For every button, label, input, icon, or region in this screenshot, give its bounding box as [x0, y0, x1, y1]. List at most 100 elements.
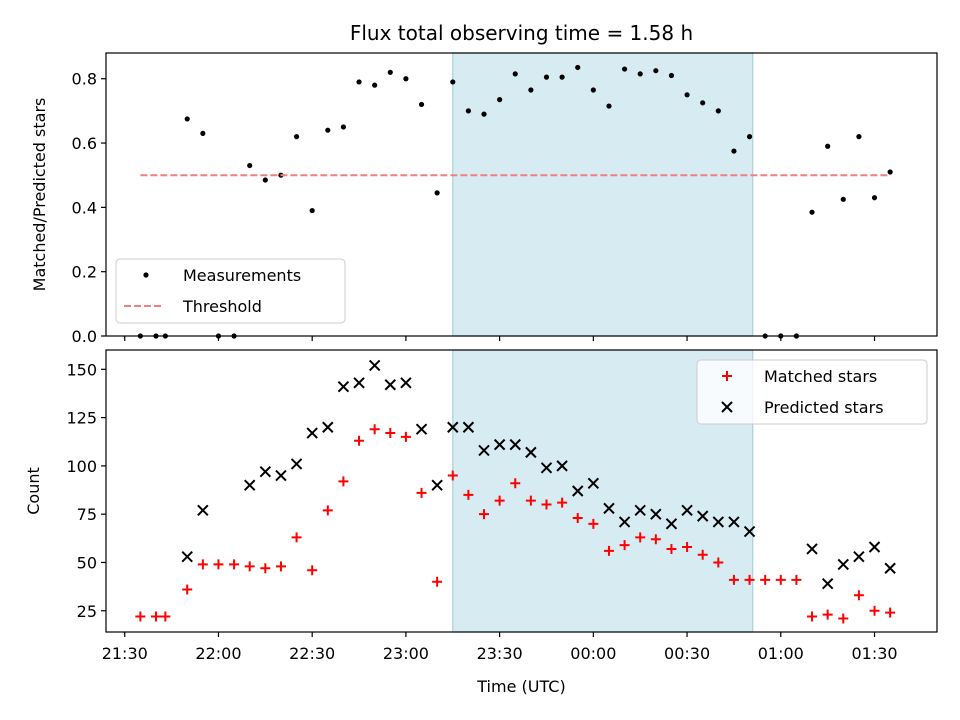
measurements-point-14: [356, 79, 362, 85]
ytick-label-top-4: 0.8: [72, 70, 97, 89]
measurements-point-3: [184, 116, 190, 122]
matched-stars-point-14: [354, 435, 365, 446]
matched-stars-point-5: [213, 559, 224, 570]
predicted-stars-point-33: [728, 516, 740, 528]
matched-stars-point-23: [494, 495, 505, 506]
measurements-point-15: [372, 82, 378, 88]
matched-stars-point-27: [557, 497, 568, 508]
matched-stars-point-25: [525, 495, 536, 506]
predicted-stars-point-21: [540, 462, 553, 474]
matched-stars-point-0: [135, 611, 146, 622]
matched-stars-point-22: [479, 509, 490, 520]
matched-stars-point-39: [744, 574, 755, 585]
measurements-point-48: [887, 169, 893, 175]
predicted-stars-point-27: [634, 504, 646, 517]
matched-stars-point-12: [322, 505, 333, 516]
measurements-point-46: [856, 134, 862, 140]
matched-stars-point-21: [463, 489, 474, 500]
measurements-point-7: [247, 162, 253, 169]
ylabel-bottom: Count: [24, 467, 43, 515]
measurements-point-45: [840, 196, 846, 202]
ytick-label-bottom-2: 75: [77, 505, 97, 524]
predicted-stars-point-28: [650, 508, 662, 520]
predicted-stars-point-5: [290, 458, 303, 470]
measurements-point-24: [512, 71, 518, 77]
matched-stars-point-24: [510, 478, 521, 489]
predicted-stars-point-19: [509, 438, 521, 451]
matched-stars-point-6: [229, 559, 240, 570]
measurements-point-4: [200, 130, 206, 136]
measurements-point-39: [746, 134, 753, 140]
predicted-stars-point-36: [821, 578, 834, 590]
measurements-point-28: [575, 64, 581, 71]
measurements-point-38: [731, 148, 737, 154]
matched-stars-point-15: [369, 424, 380, 435]
predicted-stars-point-9: [353, 377, 365, 389]
predicted-stars-point-34: [743, 525, 756, 538]
matched-stars-point-45: [838, 613, 849, 624]
matched-stars-point-43: [807, 611, 818, 622]
matched-stars-point-40: [760, 574, 771, 585]
measurements-point-31: [621, 66, 628, 72]
measurements-point-17: [403, 76, 409, 82]
chart-title: Flux total observing time = 1.58 h: [350, 21, 693, 45]
legend-label-measurements: Measurements: [183, 266, 301, 285]
measurements-point-8: [262, 177, 268, 183]
measurements-point-47: [871, 195, 878, 201]
measurements-point-33: [653, 68, 659, 74]
predicted-stars-point-11: [384, 379, 396, 391]
predicted-stars-point-13: [415, 423, 428, 435]
predicted-stars-point-31: [696, 510, 709, 522]
legend-top: Measurements Threshold: [115, 258, 346, 324]
matched-stars-point-31: [619, 540, 630, 551]
measurements-point-18: [418, 101, 425, 108]
matched-stars-point-19: [432, 576, 443, 587]
matched-stars-point-16: [385, 428, 396, 439]
matched-stars-point-3: [182, 584, 193, 595]
measurements-point-11: [309, 207, 315, 214]
matched-stars-point-42: [791, 574, 802, 585]
predicted-stars-point-39: [868, 541, 881, 553]
measurements-point-29: [590, 87, 596, 93]
measurements-point-19: [434, 190, 440, 196]
matched-stars-point-9: [275, 561, 286, 572]
matched-stars-point-36: [697, 549, 708, 560]
matched-stars-point-17: [400, 431, 411, 442]
axes-frame-bottom: [105, 349, 938, 633]
matched-stars-point-11: [307, 565, 318, 576]
matched-stars-point-32: [635, 532, 646, 543]
predicted-stars-point-25: [603, 502, 615, 515]
predicted-stars-point-23: [572, 485, 584, 497]
predicted-stars-point-7: [322, 421, 334, 433]
measurements-point-35: [684, 92, 690, 98]
measurements-point-44: [825, 143, 831, 149]
legend-label-predicted-stars: Predicted stars: [764, 398, 884, 417]
measurements-point-16: [387, 69, 393, 75]
xtick-label-6: 00:30: [664, 644, 710, 663]
xtick-label-0: 21:30: [102, 644, 148, 663]
predicted-stars-point-15: [447, 421, 459, 433]
ytick-label-bottom-0: 25: [77, 602, 97, 621]
matched-stars-point-41: [775, 574, 786, 585]
predicted-stars-point-38: [853, 550, 865, 563]
measurements-point-10: [293, 134, 300, 140]
predicted-stars-point-32: [712, 516, 725, 528]
matched-stars-point-1: [150, 611, 161, 622]
legend-marker-measurements: [143, 272, 149, 278]
matched-stars-point-34: [666, 543, 677, 554]
matched-stars-point-7: [244, 561, 255, 572]
measurements-point-43: [809, 209, 815, 215]
panel-top: 0.0 0.2 0.4 0.6 0.8 Matched/Predicted stars Fl…: [30, 21, 938, 346]
xtick-label-2: 22:30: [289, 644, 335, 663]
xtick-label-1: 22:00: [195, 644, 241, 663]
predicted-stars-point-37: [837, 558, 849, 571]
measurements-point-20: [450, 79, 456, 85]
matched-stars-point-20: [447, 470, 458, 481]
measurements-point-36: [700, 100, 706, 106]
predicted-stars-point-17: [478, 444, 490, 457]
ytick-label-bottom-4: 125: [66, 409, 97, 428]
xtick-label-8: 01:30: [851, 644, 897, 663]
ytick-label-top-0: 0.0: [72, 327, 97, 346]
predicted-stars-point-1: [197, 504, 209, 517]
legend-bottom: Matched stars Predicted stars: [696, 359, 928, 425]
